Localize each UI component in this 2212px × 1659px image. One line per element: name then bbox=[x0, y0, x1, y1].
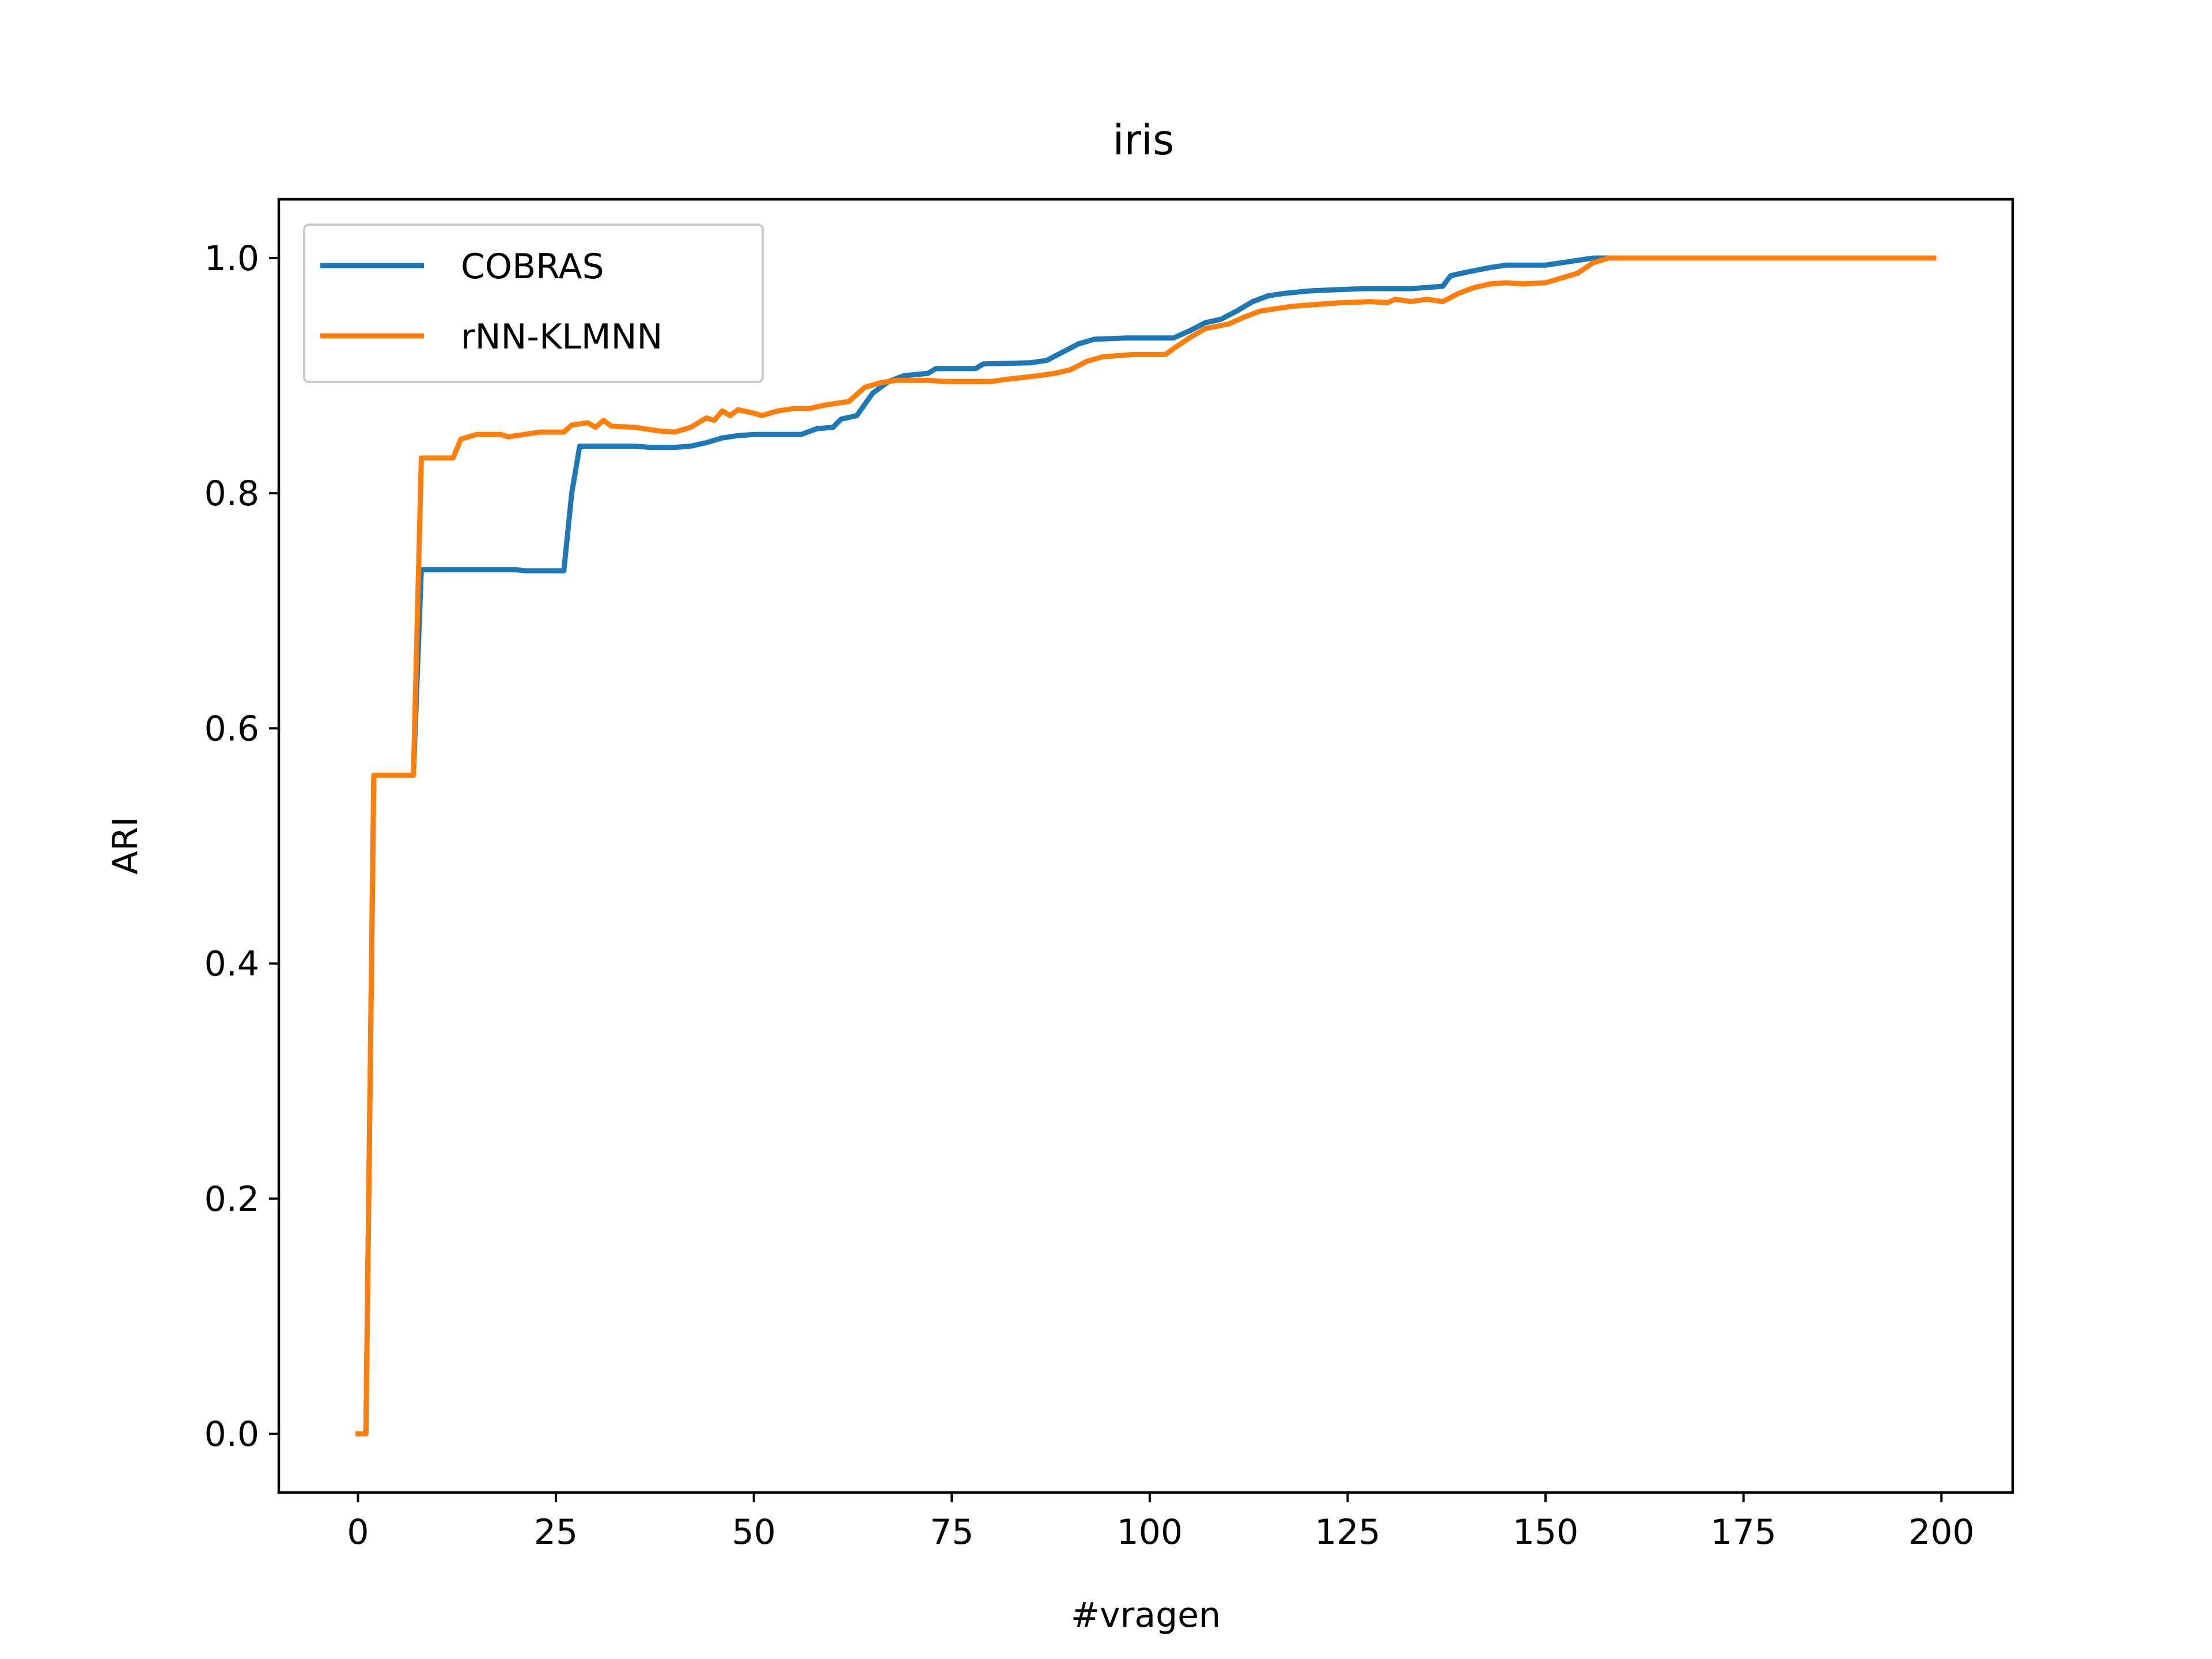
series-line-rnn-klmnn bbox=[355, 255, 1937, 1437]
legend-label-cobras: COBRAS bbox=[461, 247, 604, 287]
y-tick-label: 0.4 bbox=[204, 944, 259, 984]
x-tick-label: 100 bbox=[1117, 1512, 1183, 1552]
x-tick-label: 125 bbox=[1315, 1512, 1381, 1552]
y-axis-label: ARI bbox=[105, 817, 146, 874]
y-tick-label: 0.2 bbox=[204, 1179, 259, 1219]
x-tick-label: 200 bbox=[1908, 1512, 1975, 1552]
x-tick-label: 25 bbox=[534, 1512, 578, 1552]
series-line-cobras bbox=[355, 255, 1937, 1437]
x-axis-label: #vragen bbox=[1071, 1595, 1221, 1635]
y-tick-label: 0.6 bbox=[204, 709, 259, 749]
x-tick-label: 150 bbox=[1513, 1512, 1579, 1552]
axes-layer: 0 25 50 75 100 125 150 175 200 0.0 0.2 0.4 0.6 0.8 1.0 bbox=[204, 238, 1975, 1552]
legend-label-rnn-klmnn: rNN-KLMNN bbox=[461, 317, 662, 357]
x-tick-label: 50 bbox=[732, 1512, 775, 1552]
plot-area-frame bbox=[277, 198, 2014, 1494]
y-tick-label: 1.0 bbox=[204, 238, 259, 279]
x-tick-label: 0 bbox=[347, 1512, 369, 1552]
series-layer bbox=[355, 255, 1937, 1437]
x-tick-label: 175 bbox=[1710, 1512, 1777, 1552]
chart-title: iris bbox=[1112, 116, 1174, 164]
y-tick-label: 0.0 bbox=[204, 1414, 259, 1455]
x-tick-label: 75 bbox=[930, 1512, 974, 1552]
legend: COBRAS rNN-KLMNN bbox=[303, 224, 764, 383]
y-tick-label: 0.8 bbox=[204, 474, 259, 514]
